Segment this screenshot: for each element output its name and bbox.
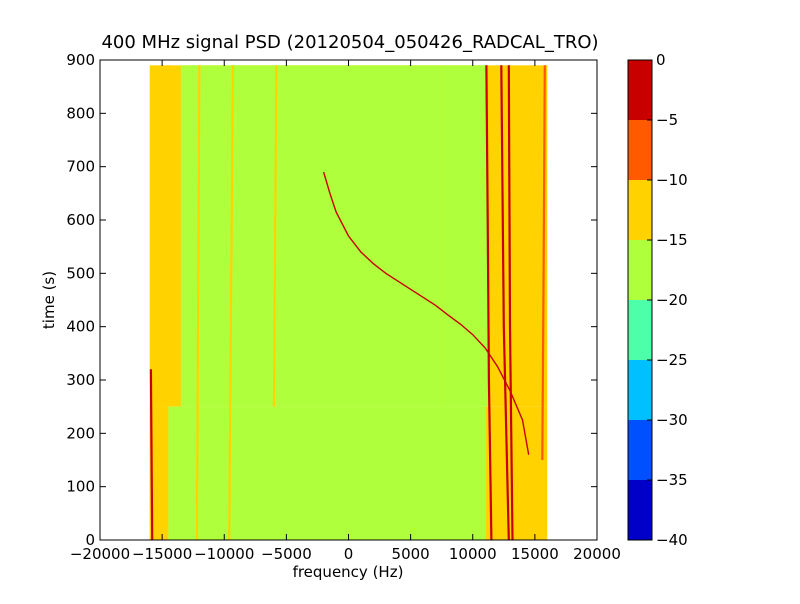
- x-tick-label: −20000: [70, 545, 130, 563]
- x-tick-label: 15000: [511, 545, 559, 563]
- heatmap-region-1: [149, 406, 486, 540]
- colorbar-band-1: [628, 420, 652, 480]
- y-axis: 0 100 200 300 400 500 600 700 800 900: [66, 51, 597, 549]
- y-tick-label: 0: [85, 531, 95, 549]
- signal-line-3: [228, 65, 234, 540]
- y-tick-label: 100: [66, 478, 95, 496]
- colorbar-tick-label: −10: [656, 171, 688, 189]
- colorbar-tick-label: −30: [656, 411, 688, 429]
- signal-line-0: [149, 369, 154, 540]
- colorbar-band-4: [628, 240, 652, 300]
- heatmap-region-4: [180, 65, 442, 407]
- chart-title: 400 MHz signal PSD (20120504_050426_RADC…: [101, 32, 598, 53]
- colorbar-tick-label: −35: [656, 471, 688, 489]
- y-tick-label: 300: [66, 371, 95, 389]
- colorbar-tick-label: −15: [656, 231, 688, 249]
- x-tick-label: 5000: [392, 545, 430, 563]
- heatmap-region-3: [485, 406, 548, 540]
- y-tick-label: 200: [66, 424, 95, 442]
- x-tick-label: −5000: [261, 545, 312, 563]
- colorbar-tick-label: −40: [656, 531, 688, 549]
- y-tick-label: 700: [66, 158, 95, 176]
- y-axis-label: time (s): [40, 271, 58, 329]
- x-axis: −20000 −15000 −10000 −5000 0 5000 10000 15000 20…: [70, 60, 621, 563]
- colorbar-tick-label: 0: [656, 51, 666, 69]
- signal-line-7: [507, 65, 514, 540]
- signal-line-5: [485, 65, 493, 540]
- y-tick-label: 400: [66, 318, 95, 336]
- signal-line-8: [541, 65, 546, 461]
- heatmap-region-2: [149, 406, 169, 540]
- x-tick-label: 0: [344, 545, 354, 563]
- colorbar: −40 −35 −30 −25 −20 −15 −10 −5 0: [627, 51, 688, 549]
- signal-line-6: [500, 65, 510, 540]
- y-tick-label: 900: [66, 51, 95, 69]
- colorbar-tick-label: −5: [656, 111, 678, 129]
- signal-line-4: [272, 65, 278, 407]
- x-tick-label: −10000: [194, 545, 254, 563]
- heatmap-region-5: [441, 65, 488, 407]
- colorbar-band-7: [628, 60, 652, 120]
- heatmap-area: [149, 65, 548, 540]
- colorbar-band-2: [628, 360, 652, 420]
- colorbar-tick-label: −25: [656, 351, 688, 369]
- signal-line-2: [195, 65, 201, 540]
- y-tick-label: 800: [66, 104, 95, 122]
- y-tick-label: 600: [66, 211, 95, 229]
- x-tick-label: 10000: [449, 545, 497, 563]
- colorbar-band-6: [628, 120, 652, 180]
- colorbar-band-0: [628, 480, 652, 540]
- y-tick-label: 500: [66, 264, 95, 282]
- x-axis-label: frequency (Hz): [293, 563, 404, 581]
- colorbar-band-3: [628, 300, 652, 360]
- colorbar-band-5: [628, 180, 652, 240]
- colorbar-tick-label: −20: [656, 291, 688, 309]
- x-tick-label: −15000: [132, 545, 192, 563]
- sweep-signal-line: [322, 171, 530, 455]
- x-tick-label: 20000: [573, 545, 621, 563]
- signal-line-1: [163, 65, 170, 540]
